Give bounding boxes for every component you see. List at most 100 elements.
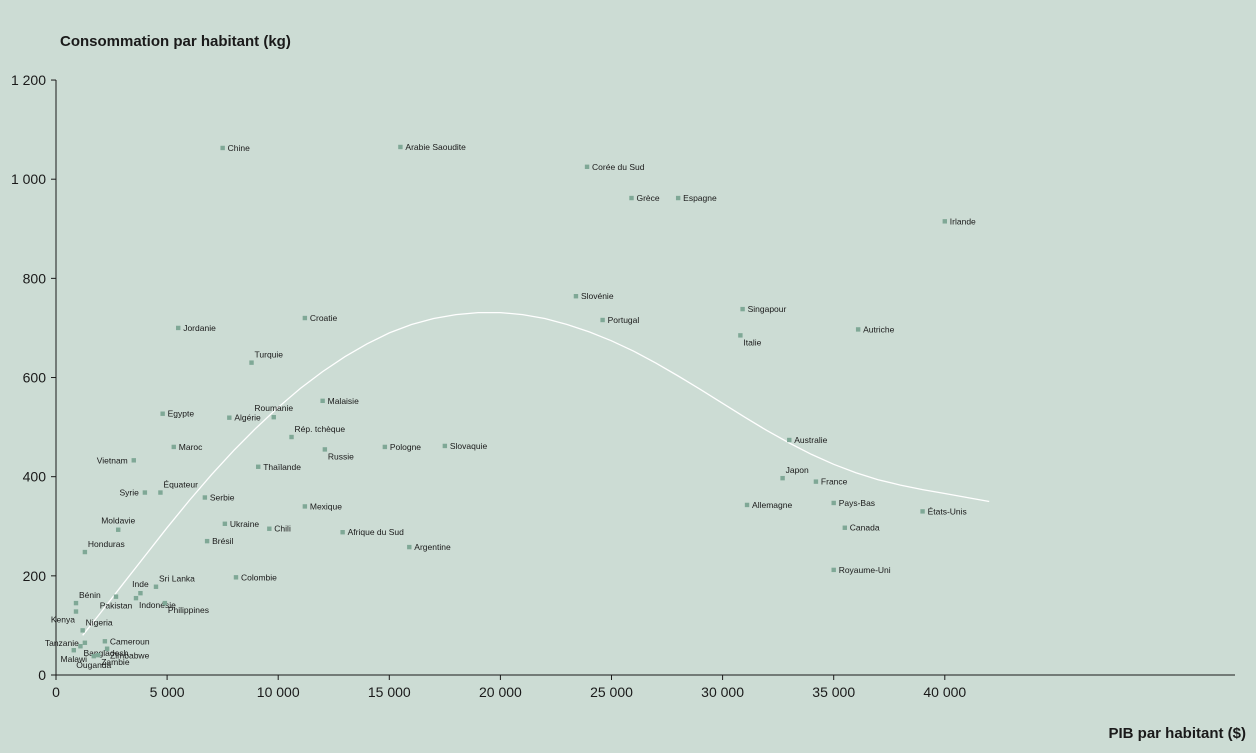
point-marker — [738, 333, 743, 338]
point-marker — [744, 502, 750, 508]
y-tick-label: 0 — [38, 667, 46, 683]
data-point: Vietnam — [97, 455, 136, 465]
point-label: Arabie Saoudite — [405, 142, 466, 152]
point-marker — [780, 475, 785, 481]
data-point: Pakistan — [100, 594, 133, 611]
data-point: Bangladesh — [78, 644, 129, 658]
data-point: Malawi — [61, 648, 87, 664]
point-label: Équateur — [163, 480, 198, 490]
data-point: Zambie — [96, 652, 130, 667]
data-point: Algérie — [227, 413, 261, 423]
data-point: Chine — [220, 143, 250, 153]
point-marker — [138, 590, 143, 596]
point-marker — [133, 595, 139, 601]
point-marker — [162, 600, 168, 606]
y-tick-label: 200 — [23, 568, 47, 584]
y-tick-label: 1 000 — [11, 171, 46, 187]
point-label: Pakistan — [100, 601, 133, 611]
point-label: Mexique — [310, 501, 342, 511]
axes: 0 200 400 600 800 1 000 1 200 0 5 000 10 000 15 00… — [11, 72, 1235, 700]
x-tick-label: 5 000 — [150, 684, 185, 700]
point-label: Kenya — [51, 615, 75, 625]
point-marker — [249, 360, 254, 365]
point-label: Argentine — [414, 542, 451, 552]
point-label: Afrique du Sud — [348, 527, 405, 537]
point-label: Tanzanie — [45, 638, 79, 648]
point-marker — [71, 648, 76, 653]
point-marker — [584, 164, 590, 170]
point-marker — [116, 527, 121, 532]
x-tick-label: 30 000 — [701, 684, 744, 700]
point-marker — [222, 521, 228, 526]
point-label: Irlande — [950, 216, 976, 226]
point-label: Ouganda — [76, 660, 111, 670]
point-marker — [73, 609, 79, 614]
point-label: Russie — [328, 451, 354, 461]
point-marker — [398, 144, 403, 150]
point-label: France — [821, 477, 848, 487]
point-marker — [302, 504, 308, 509]
x-tick-label: 40 000 — [923, 684, 966, 700]
data-point: Singapour — [740, 304, 787, 314]
data-point: Zimbabwe — [104, 646, 150, 661]
data-point: Philippines — [162, 600, 209, 615]
point-label: Singapour — [748, 304, 787, 314]
data-point: Kenya — [51, 609, 79, 625]
data-point: Pays-Bas — [831, 498, 875, 508]
point-marker — [320, 398, 325, 404]
data-point: Argentine — [407, 542, 451, 552]
data-point: Ukraine — [222, 519, 259, 529]
point-marker — [322, 447, 328, 452]
point-marker — [160, 411, 165, 416]
point-marker — [267, 526, 272, 531]
point-label: Nigeria — [86, 617, 113, 627]
y-tick-label: 800 — [23, 270, 47, 286]
point-label: Chili — [274, 524, 291, 534]
point-marker — [855, 327, 861, 332]
data-point: Bénin — [73, 590, 101, 606]
data-point: Sri Lanka — [153, 574, 195, 589]
point-marker — [675, 195, 681, 201]
point-label: Corée du Sud — [592, 162, 645, 172]
y-tick-label: 1 200 — [11, 72, 46, 88]
point-marker — [176, 325, 181, 331]
point-label: Slovénie — [581, 291, 614, 301]
data-point: Croatie — [302, 313, 338, 323]
point-marker — [220, 145, 225, 151]
point-marker — [813, 479, 819, 484]
data-point: Espagne — [675, 193, 717, 203]
data-point: Chili — [267, 524, 291, 534]
point-marker — [82, 549, 88, 555]
point-marker — [256, 464, 261, 469]
data-point: Cameroun — [102, 636, 150, 646]
x-tick-label: 35 000 — [812, 684, 855, 700]
data-point: Mexique — [302, 501, 342, 511]
point-marker — [629, 195, 634, 201]
data-point: Jordanie — [176, 323, 216, 333]
point-marker — [153, 584, 159, 589]
point-label: États-Unis — [928, 506, 967, 516]
point-label: Portugal — [608, 315, 640, 325]
point-label: Maroc — [179, 442, 203, 452]
point-marker — [131, 458, 136, 463]
data-point: Colombie — [233, 572, 277, 582]
data-point: Portugal — [600, 315, 639, 325]
point-label: Autriche — [863, 324, 894, 334]
data-point: Royaume-Uni — [831, 565, 891, 575]
data-point: Roumanie — [254, 403, 293, 420]
data-point: Irlande — [942, 216, 976, 226]
point-marker — [442, 443, 448, 449]
point-marker — [102, 639, 108, 644]
point-marker — [202, 495, 208, 500]
point-marker — [600, 317, 605, 323]
point-label: Inde — [132, 579, 149, 589]
point-label: Sri Lanka — [159, 574, 195, 584]
point-label: Zimbabwe — [110, 651, 149, 661]
data-point: Syrie — [120, 488, 148, 498]
data-point: Moldavie — [101, 516, 135, 532]
point-label: Bangladesh — [83, 648, 128, 658]
point-label: Pays-Bas — [839, 498, 875, 508]
point-label: Egypte — [168, 409, 195, 419]
point-marker — [204, 538, 210, 544]
